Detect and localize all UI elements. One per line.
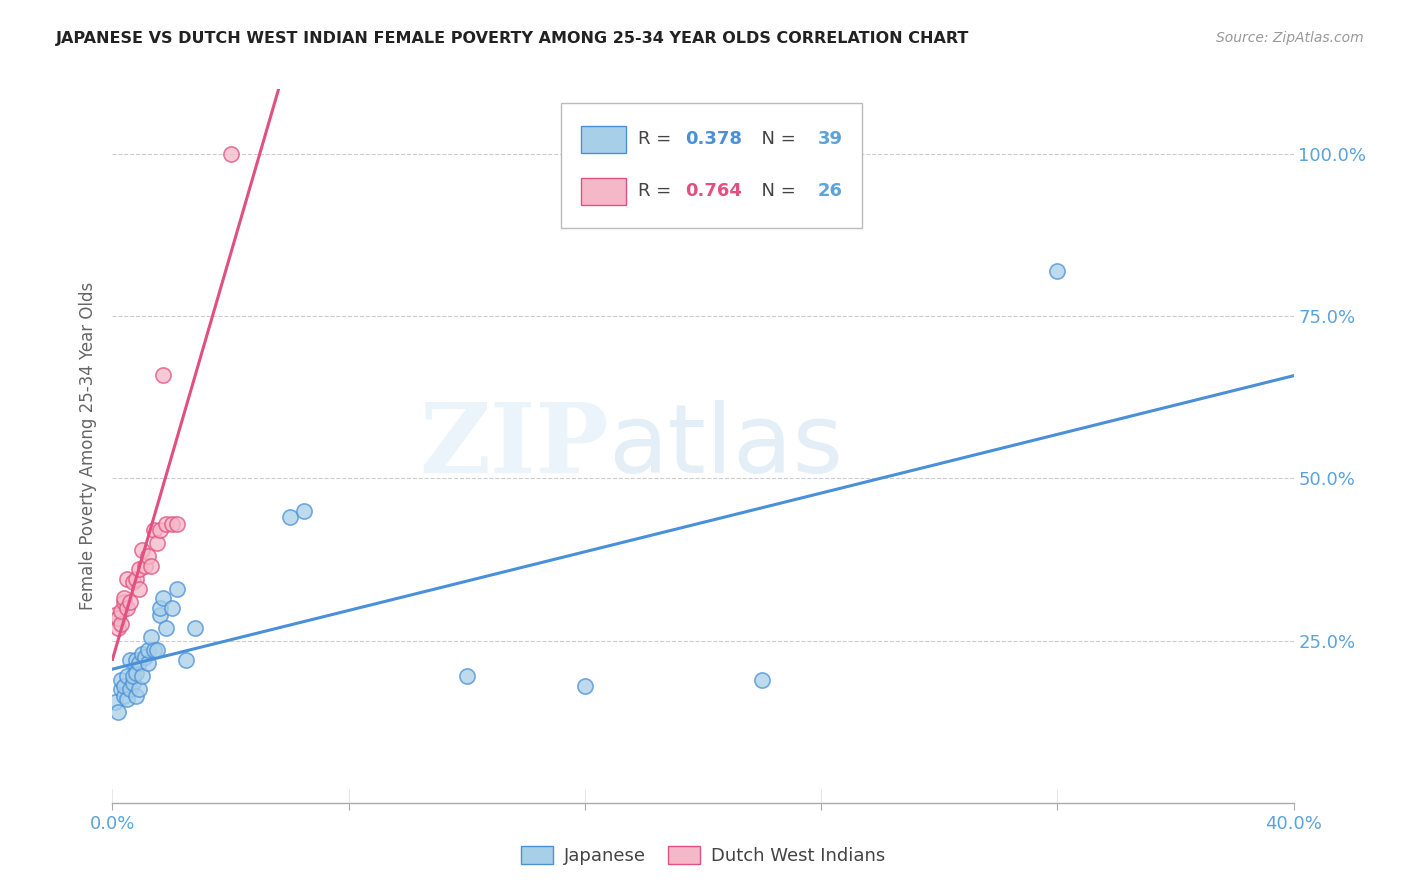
Point xyxy=(456,669,478,683)
Point xyxy=(155,516,177,531)
Point xyxy=(149,607,172,622)
Point xyxy=(122,575,145,590)
Text: 0.378: 0.378 xyxy=(685,130,742,148)
Text: R =: R = xyxy=(638,182,678,200)
Point xyxy=(104,607,127,622)
Point xyxy=(174,653,197,667)
Point xyxy=(125,689,148,703)
Point xyxy=(136,657,159,671)
Point xyxy=(146,536,169,550)
Point xyxy=(125,666,148,681)
Point xyxy=(128,582,150,596)
Point xyxy=(574,679,596,693)
Point xyxy=(104,695,127,709)
Point xyxy=(292,504,315,518)
Text: N =: N = xyxy=(751,182,801,200)
Point xyxy=(128,562,150,576)
Point xyxy=(117,601,138,615)
Point xyxy=(139,559,162,574)
Point xyxy=(112,595,135,609)
Point xyxy=(142,643,165,657)
FancyBboxPatch shape xyxy=(561,103,862,228)
Point xyxy=(166,516,188,531)
Point xyxy=(110,617,132,632)
Point xyxy=(136,643,159,657)
Text: 39: 39 xyxy=(817,130,842,148)
Point xyxy=(131,647,153,661)
Point xyxy=(117,572,138,586)
Text: ZIP: ZIP xyxy=(419,399,609,493)
Point xyxy=(139,631,162,645)
Text: 26: 26 xyxy=(817,182,842,200)
Y-axis label: Female Poverty Among 25-34 Year Olds: Female Poverty Among 25-34 Year Olds xyxy=(79,282,97,610)
Point xyxy=(120,653,142,667)
FancyBboxPatch shape xyxy=(581,126,626,153)
Point xyxy=(122,669,145,683)
Point xyxy=(134,559,156,574)
Text: N =: N = xyxy=(751,130,801,148)
Text: Source: ZipAtlas.com: Source: ZipAtlas.com xyxy=(1216,31,1364,45)
Point xyxy=(160,601,183,615)
Point xyxy=(219,147,242,161)
Point xyxy=(1046,264,1069,278)
Point xyxy=(131,542,153,557)
Point xyxy=(117,669,138,683)
Point xyxy=(110,682,132,697)
Point xyxy=(149,524,172,538)
Point xyxy=(120,682,142,697)
Point xyxy=(146,643,169,657)
Text: 0.764: 0.764 xyxy=(685,182,742,200)
Point xyxy=(112,591,135,606)
Point xyxy=(136,549,159,564)
Point xyxy=(107,705,129,719)
Point xyxy=(107,611,129,625)
Point xyxy=(184,621,207,635)
Text: JAPANESE VS DUTCH WEST INDIAN FEMALE POVERTY AMONG 25-34 YEAR OLDS CORRELATION C: JAPANESE VS DUTCH WEST INDIAN FEMALE POV… xyxy=(56,31,970,46)
Point xyxy=(160,516,183,531)
FancyBboxPatch shape xyxy=(581,178,626,205)
Point xyxy=(278,510,301,524)
Point xyxy=(128,682,150,697)
Point xyxy=(125,653,148,667)
Point xyxy=(134,649,156,664)
Point xyxy=(112,679,135,693)
Point xyxy=(125,572,148,586)
Legend: Japanese, Dutch West Indians: Japanese, Dutch West Indians xyxy=(513,838,893,872)
Point xyxy=(110,673,132,687)
Point xyxy=(152,591,174,606)
Point xyxy=(122,675,145,690)
Point xyxy=(155,621,177,635)
Point xyxy=(152,368,174,382)
Point xyxy=(112,689,135,703)
Point xyxy=(166,582,188,596)
Text: R =: R = xyxy=(638,130,678,148)
Point xyxy=(149,601,172,615)
Point xyxy=(117,692,138,706)
Point xyxy=(107,621,129,635)
Point xyxy=(110,604,132,618)
Point xyxy=(131,669,153,683)
Point xyxy=(751,673,773,687)
Point xyxy=(120,595,142,609)
Point xyxy=(128,657,150,671)
Point xyxy=(142,524,165,538)
Text: atlas: atlas xyxy=(609,400,844,492)
